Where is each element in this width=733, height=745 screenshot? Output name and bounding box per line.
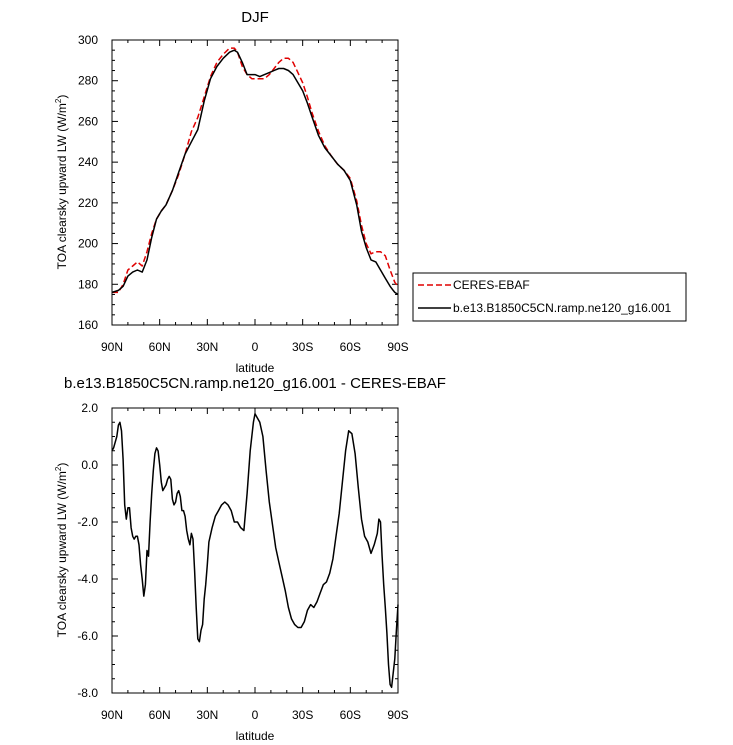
y-tick-label: 0.0 <box>81 458 98 472</box>
chart-title: b.e13.B1850C5CN.ramp.ne120_g16.001 - CER… <box>64 375 446 392</box>
x-tick-label: 30S <box>292 340 313 354</box>
x-tick-label: 90S <box>387 340 408 354</box>
legend-label-1: CERES-EBAF <box>453 278 530 292</box>
y-tick-label: 200 <box>78 237 98 251</box>
series-line-1 <box>112 47 399 294</box>
x-tick-label: 60S <box>340 708 361 722</box>
x-tick-label: 0 <box>252 340 259 354</box>
y-tick-label: -8.0 <box>77 686 98 700</box>
plot-frame <box>111 39 399 326</box>
y-tick-label: 240 <box>78 155 98 169</box>
x-tick-label: 60N <box>149 340 171 354</box>
legend-box <box>412 272 687 322</box>
y-axis-label-superscript: 2 <box>54 466 63 471</box>
x-axis-label: latitude <box>236 361 275 375</box>
series-line-1 <box>111 412 399 689</box>
top-line-chart: DJF 90N 60N 30N 0 30S 60S 90S 160 180 200 220 240 260… <box>54 9 687 375</box>
y-axis-label-tail: ) <box>55 463 69 467</box>
x-tick-label: 60S <box>340 340 361 354</box>
y-tick-label: 300 <box>78 33 98 47</box>
y-tick-label: 280 <box>78 74 98 88</box>
y-tick-label: 180 <box>78 277 98 291</box>
y-tick-label: 220 <box>78 196 98 210</box>
y-tick-label: -4.0 <box>77 572 98 586</box>
y-axis-label-main: TOA clearsky upward LW (W/m <box>55 103 69 269</box>
y-tick-label: 260 <box>78 114 98 128</box>
x-tick-label: 30N <box>196 708 218 722</box>
chart-title: DJF <box>241 9 269 26</box>
x-tick-label: 0 <box>252 708 259 722</box>
y-tick-label: 2.0 <box>81 401 98 415</box>
y-axis-label-superscript: 2 <box>54 98 63 103</box>
bottom-difference-chart: b.e13.B1850C5CN.ramp.ne120_g16.001 - CER… <box>54 375 446 743</box>
x-tick-label: 90N <box>101 340 123 354</box>
x-axis-label: latitude <box>236 729 275 743</box>
x-tick-label: 60N <box>149 708 171 722</box>
x-tick-label: 90N <box>101 708 123 722</box>
x-tick-label: 30N <box>196 340 218 354</box>
legend-label-2: b.e13.B1850C5CN.ramp.ne120_g16.001 <box>453 301 671 315</box>
y-tick-label: -2.0 <box>77 515 98 529</box>
y-axis-label: TOA clearsky upward LW (W/m2) <box>54 95 69 270</box>
y-tick-label: -6.0 <box>77 629 98 643</box>
legend: CERES-EBAF b.e13.B1850C5CN.ramp.ne120_g16… <box>412 272 687 322</box>
y-tick-label: 160 <box>78 318 98 332</box>
y-axis-label-tail: ) <box>55 95 69 99</box>
series-line-2 <box>111 49 399 296</box>
y-axis-label-main: TOA clearsky upward LW (W/m <box>55 471 69 637</box>
y-axis-label: TOA clearsky upward LW (W/m2) <box>54 463 69 638</box>
x-tick-label: 30S <box>292 708 313 722</box>
x-tick-label: 90S <box>387 708 408 722</box>
